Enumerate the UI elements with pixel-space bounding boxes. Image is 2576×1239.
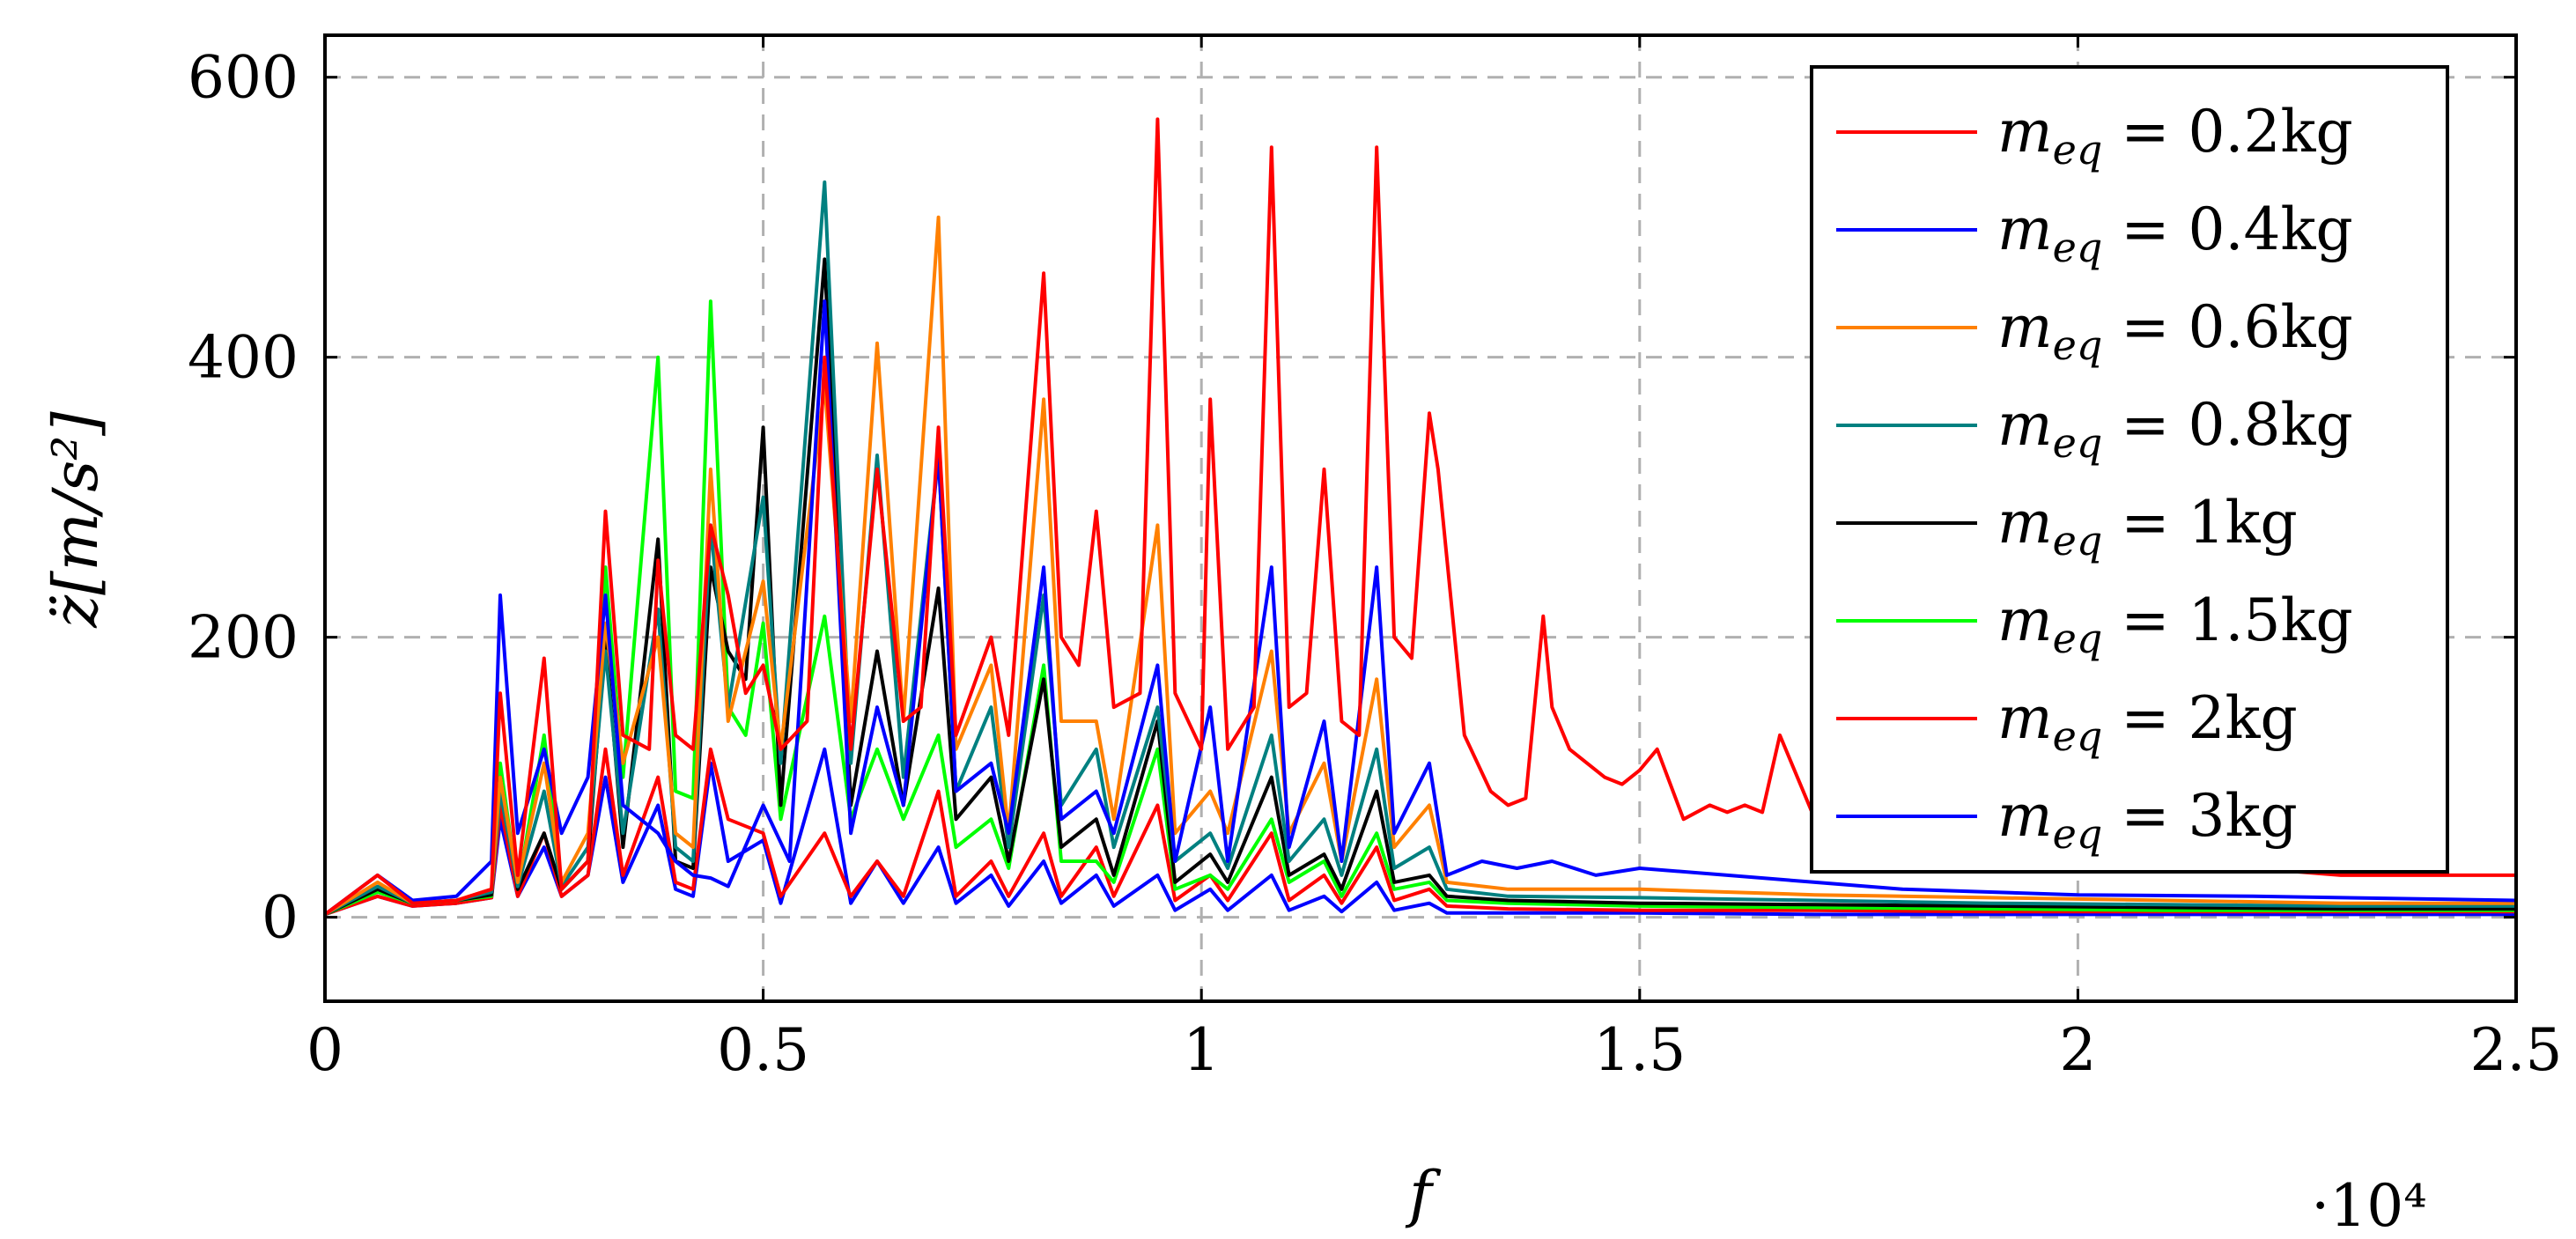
series-line-4	[324, 180, 2516, 917]
legend: meq = 0.2kg meq = 0.4kg meq = 0.6kg meq = 0…	[1810, 65, 2449, 874]
plot-area	[323, 117, 2517, 917]
plot-frame	[323, 33, 2518, 1003]
legend-box	[1810, 65, 2449, 874]
legend-label-3: meq = 0.6kg	[1997, 293, 2353, 369]
x-tick-label: 2	[2059, 1016, 2096, 1084]
series-line-2	[323, 299, 2517, 917]
y-tick-label: 200	[188, 604, 299, 672]
legend-label-6: meq = 1.5kg	[1997, 586, 2353, 662]
y-axis-label: z̈[m/s²]	[40, 411, 112, 629]
x-tick-label: 0.5	[717, 1016, 809, 1084]
axis-ticks: 0 0.5 1 1.5 2 2.5 0 200 400 600	[188, 35, 2562, 1084]
x-tick-label: 1	[1183, 1016, 1220, 1084]
legend-label-1: meq = 0.2kg	[1997, 98, 2353, 173]
series-line-1	[323, 117, 2516, 917]
y-tick-label: 600	[188, 44, 299, 112]
legend-label-8: meq = 3kg	[1997, 782, 2298, 858]
x-axis-multiplier: ·10⁴	[2311, 1172, 2426, 1239]
x-tick-label: 2.5	[2470, 1016, 2563, 1084]
x-axis-label: f	[1405, 1158, 1442, 1230]
legend-label-4: meq = 0.8kg	[1997, 391, 2353, 467]
x-tick-label: 1.5	[1593, 1016, 1686, 1084]
series-line-3	[323, 215, 2516, 917]
y-tick-label: 400	[188, 324, 299, 392]
legend-label-2: meq = 0.4kg	[1997, 195, 2353, 271]
legend-label-5: meq = 1kg	[1997, 489, 2298, 564]
legend-label-7: meq = 2kg	[1997, 684, 2298, 760]
series-line-7	[324, 747, 2516, 917]
x-tick-label: 0	[306, 1016, 343, 1084]
y-tick-label: 0	[262, 884, 299, 952]
